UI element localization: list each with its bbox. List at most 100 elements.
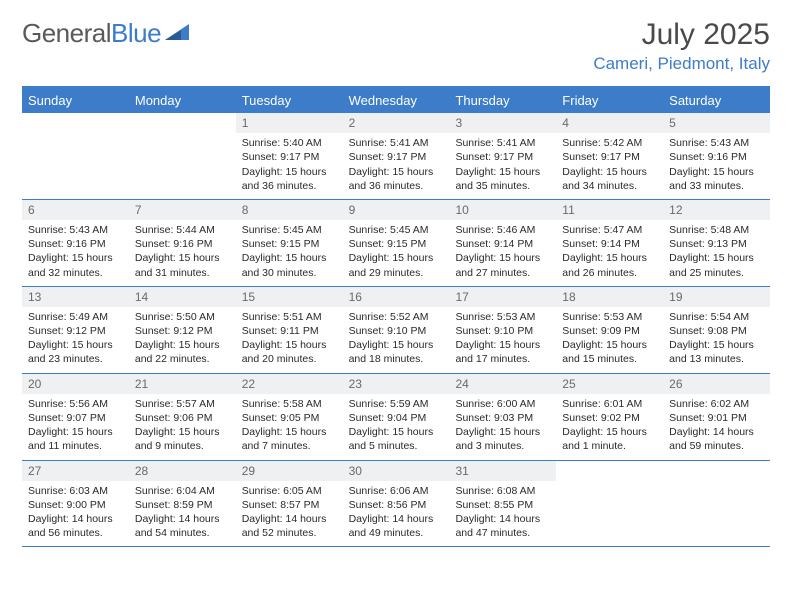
day-cell: 31Sunrise: 6:08 AMSunset: 8:55 PMDayligh… [449, 461, 556, 547]
day-number: 25 [556, 374, 663, 394]
day-details: Sunrise: 6:01 AMSunset: 9:02 PMDaylight:… [556, 394, 663, 460]
detail-line: Daylight: 15 hours [455, 338, 550, 352]
day-cell: 4Sunrise: 5:42 AMSunset: 9:17 PMDaylight… [556, 113, 663, 199]
empty-cell [556, 461, 663, 547]
detail-line: and 36 minutes. [242, 179, 337, 193]
day-cell: 2Sunrise: 5:41 AMSunset: 9:17 PMDaylight… [343, 113, 450, 199]
detail-line: and 35 minutes. [455, 179, 550, 193]
detail-line: and 15 minutes. [562, 352, 657, 366]
detail-line: and 30 minutes. [242, 266, 337, 280]
day-header: Wednesday [343, 88, 450, 113]
day-details: Sunrise: 5:43 AMSunset: 9:16 PMDaylight:… [663, 133, 770, 199]
day-cell: 14Sunrise: 5:50 AMSunset: 9:12 PMDayligh… [129, 287, 236, 373]
day-header: Saturday [663, 88, 770, 113]
detail-line: Daylight: 15 hours [242, 251, 337, 265]
detail-line: Sunset: 9:09 PM [562, 324, 657, 338]
detail-line: Daylight: 15 hours [28, 425, 123, 439]
day-details: Sunrise: 6:08 AMSunset: 8:55 PMDaylight:… [449, 481, 556, 547]
detail-line: and 32 minutes. [28, 266, 123, 280]
day-details: Sunrise: 5:59 AMSunset: 9:04 PMDaylight:… [343, 394, 450, 460]
day-cell: 3Sunrise: 5:41 AMSunset: 9:17 PMDaylight… [449, 113, 556, 199]
week-row: 27 Sunrise: 6:03 AMSunset: 9:00 PM Dayligh… [22, 461, 770, 548]
day-number: 12 [663, 200, 770, 220]
day-details: Sunrise: 5:53 AMSunset: 9:10 PMDaylight:… [449, 307, 556, 373]
day-header: Thursday [449, 88, 556, 113]
detail-line: Sunset: 9:11 PM [242, 324, 337, 338]
day-number: 21 [129, 374, 236, 394]
detail-line: Daylight: 15 hours [669, 165, 764, 179]
day-details: Sunrise: 5:58 AMSunset: 9:05 PMDaylight:… [236, 394, 343, 460]
day-cell: 1Sunrise: 5:40 AMSunset: 9:17 PMDaylight… [236, 113, 343, 199]
detail-line: and 11 minutes. [28, 439, 123, 453]
detail-line: Sunset: 9:12 PM [28, 324, 123, 338]
detail-line: Daylight: 15 hours [455, 251, 550, 265]
detail-line: Daylight: 15 hours [349, 251, 444, 265]
week-row: 13Sunrise: 5:49 AMSunset: 9:12 PMDayligh… [22, 287, 770, 374]
empty-cell [129, 113, 236, 199]
location-label: Cameri, Piedmont, Italy [593, 54, 770, 74]
detail-line: Sunrise: 6:04 AM [135, 484, 230, 498]
detail-line: Sunset: 9:17 PM [562, 150, 657, 164]
day-number: 28 [129, 461, 236, 481]
detail-line: Sunset: 9:08 PM [669, 324, 764, 338]
detail-line: and 29 minutes. [349, 266, 444, 280]
detail-line: Daylight: 14 hours [135, 512, 230, 526]
detail-line: Sunset: 9:04 PM [349, 411, 444, 425]
detail-line: Sunrise: 5:54 AM [669, 310, 764, 324]
detail-line: and 33 minutes. [669, 179, 764, 193]
detail-line: and 23 minutes. [28, 352, 123, 366]
detail-line: Daylight: 14 hours [349, 512, 444, 526]
logo-text-2: Blue [111, 18, 161, 49]
day-cell: 23Sunrise: 5:59 AMSunset: 9:04 PMDayligh… [343, 374, 450, 460]
detail-line: and 3 minutes. [455, 439, 550, 453]
detail-line: Sunset: 9:10 PM [455, 324, 550, 338]
day-cell: 26Sunrise: 6:02 AMSunset: 9:01 PMDayligh… [663, 374, 770, 460]
detail-line: and 9 minutes. [135, 439, 230, 453]
day-details: Sunrise: 5:41 AMSunset: 9:17 PMDaylight:… [449, 133, 556, 199]
header: GeneralBlue July 2025 Cameri, Piedmont, … [22, 18, 770, 74]
detail-line: and 27 minutes. [455, 266, 550, 280]
day-details: Sunrise: 5:52 AMSunset: 9:10 PMDaylight:… [343, 307, 450, 373]
day-number: 11 [556, 200, 663, 220]
day-number: 31 [449, 461, 556, 481]
detail-line: and 7 minutes. [242, 439, 337, 453]
empty-cell [663, 461, 770, 547]
day-number: 14 [129, 287, 236, 307]
detail-line: Sunset: 9:06 PM [135, 411, 230, 425]
day-cell: 19Sunrise: 5:54 AMSunset: 9:08 PMDayligh… [663, 287, 770, 373]
detail-line: Daylight: 15 hours [349, 165, 444, 179]
detail-line: Sunrise: 5:52 AM [349, 310, 444, 324]
detail-line: Daylight: 15 hours [28, 338, 123, 352]
detail-line: and 36 minutes. [349, 179, 444, 193]
day-number: 8 [236, 200, 343, 220]
day-number: 29 [236, 461, 343, 481]
detail-line: Sunset: 9:00 PM [28, 498, 123, 512]
day-details: Sunrise: 5:41 AMSunset: 9:17 PMDaylight:… [343, 133, 450, 199]
detail-line: Daylight: 14 hours [455, 512, 550, 526]
detail-line: Sunset: 8:55 PM [455, 498, 550, 512]
day-number: 3 [449, 113, 556, 133]
detail-line: and 18 minutes. [349, 352, 444, 366]
detail-line: Daylight: 15 hours [455, 165, 550, 179]
day-details: Sunrise: 5:48 AMSunset: 9:13 PMDaylight:… [663, 220, 770, 286]
detail-line: Sunset: 8:56 PM [349, 498, 444, 512]
day-number: 6 [22, 200, 129, 220]
detail-line: Sunrise: 6:03 AM [28, 484, 123, 498]
detail-line: Sunrise: 5:43 AM [669, 136, 764, 150]
detail-line: Sunrise: 5:56 AM [28, 397, 123, 411]
detail-line: and 22 minutes. [135, 352, 230, 366]
detail-line: Sunset: 9:16 PM [28, 237, 123, 251]
detail-line: Daylight: 15 hours [242, 425, 337, 439]
detail-line: Daylight: 15 hours [242, 338, 337, 352]
detail-line: Sunset: 9:02 PM [562, 411, 657, 425]
detail-line: Daylight: 15 hours [562, 251, 657, 265]
day-number: 20 [22, 374, 129, 394]
detail-line: Sunrise: 5:47 AM [562, 223, 657, 237]
detail-line: Sunrise: 6:01 AM [562, 397, 657, 411]
detail-line: and 47 minutes. [455, 526, 550, 540]
detail-line: Daylight: 15 hours [28, 251, 123, 265]
day-number: 26 [663, 374, 770, 394]
day-number: 27 [22, 461, 129, 481]
day-number: 17 [449, 287, 556, 307]
detail-line: Sunset: 9:15 PM [242, 237, 337, 251]
